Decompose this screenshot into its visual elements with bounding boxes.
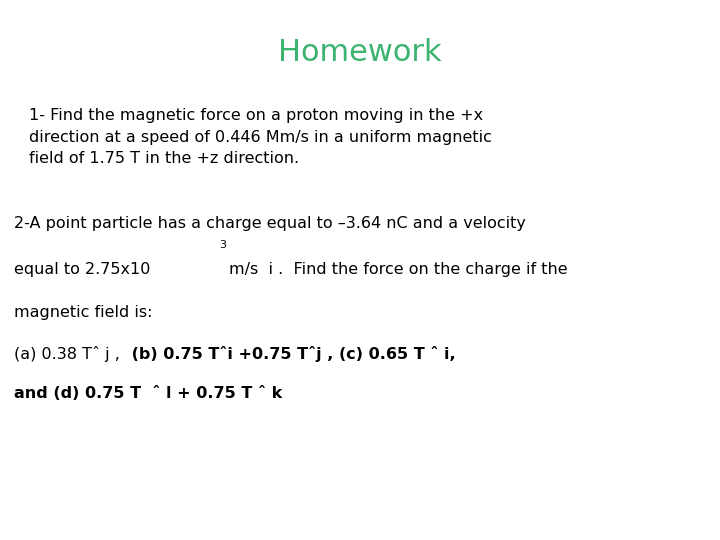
Text: equal to 2.75x10: equal to 2.75x10: [14, 262, 150, 277]
Text: Homework: Homework: [278, 38, 442, 67]
Text: 2-A point particle has a charge equal to –3.64 nC and a velocity: 2-A point particle has a charge equal to…: [14, 216, 526, 231]
Text: (a) 0.38 Tˆ j ,: (a) 0.38 Tˆ j ,: [14, 346, 120, 362]
Text: 3: 3: [220, 240, 227, 251]
Text: magnetic field is:: magnetic field is:: [14, 305, 153, 320]
Text: 1- Find the magnetic force on a proton moving in the +x
direction at a speed of : 1- Find the magnetic force on a proton m…: [29, 108, 492, 166]
Text: (b) 0.75 Tˆi +0.75 Tˆj , (c) 0.65 T ˆ i,: (b) 0.75 Tˆi +0.75 Tˆj , (c) 0.65 T ˆ i,: [126, 346, 456, 362]
Text: and (d) 0.75 T  ˆ l + 0.75 T ˆ k: and (d) 0.75 T ˆ l + 0.75 T ˆ k: [14, 386, 283, 401]
Text: m/s  i .  Find the force on the charge if the: m/s i . Find the force on the charge if …: [229, 262, 567, 277]
